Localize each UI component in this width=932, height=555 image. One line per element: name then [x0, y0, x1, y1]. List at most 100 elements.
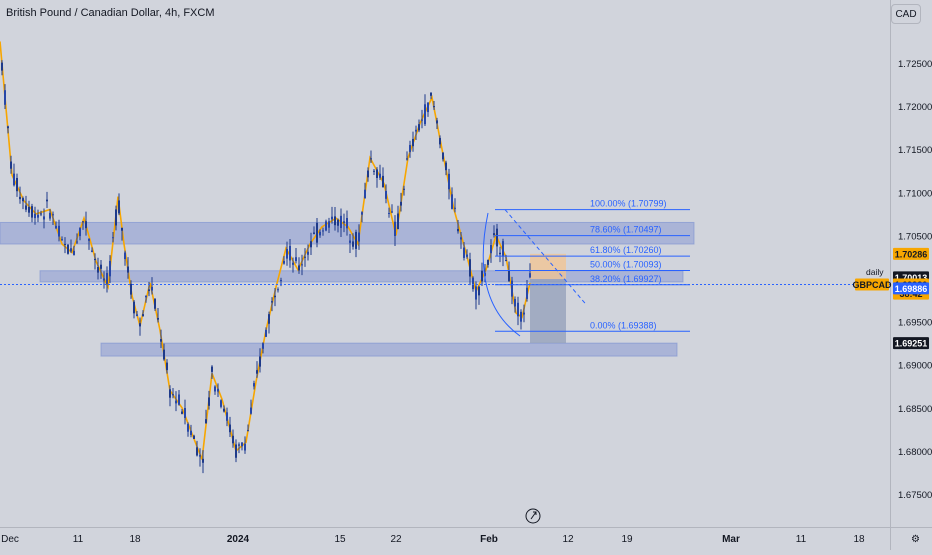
candle-body — [58, 225, 60, 237]
candle-body — [214, 386, 216, 392]
candle-body — [454, 207, 456, 209]
x-tick-label: 11 — [73, 534, 84, 545]
x-tick-label: 15 — [334, 534, 346, 545]
candle-body — [94, 258, 96, 261]
candle-body — [373, 170, 375, 172]
price-label-bg — [893, 337, 929, 350]
candle-body — [118, 200, 120, 214]
candle-body — [346, 218, 348, 229]
candle-body — [403, 188, 405, 190]
candle-body — [115, 209, 117, 226]
candle-body — [211, 366, 213, 372]
price-label: GBPCAD — [852, 280, 892, 290]
price-label-bg — [893, 282, 929, 295]
arc-drawing — [482, 212, 521, 337]
candle-body — [475, 286, 477, 300]
price-label-bg — [855, 278, 889, 291]
fib-level-label: 38.20% (1.69927) — [590, 274, 662, 284]
candle-body — [421, 119, 423, 121]
price-label-bg — [893, 247, 929, 260]
x-tick-label: Dec — [1, 534, 19, 545]
candle-body — [238, 444, 240, 446]
candle-body — [355, 231, 357, 249]
candle-body — [229, 424, 231, 433]
price-label: 1.69251 — [895, 339, 928, 349]
y-tick-label: 1.69500 — [898, 318, 932, 329]
candle-body — [166, 362, 168, 371]
candle-body — [88, 238, 90, 241]
candle-body — [76, 241, 78, 243]
candle-body — [358, 232, 360, 242]
candle-body — [91, 250, 93, 252]
candle-body — [196, 447, 198, 456]
y-tick-label: 1.71500 — [898, 145, 932, 156]
x-tick-label: 11 — [796, 534, 807, 545]
candle-body — [37, 214, 39, 218]
candle-body — [208, 397, 210, 406]
candle-body — [313, 232, 315, 234]
candle-body — [397, 213, 399, 230]
x-tick-label: 12 — [562, 534, 574, 545]
candle-body — [169, 389, 171, 398]
candle-body — [121, 227, 123, 231]
candle-body — [202, 458, 204, 463]
candle-body — [22, 198, 24, 202]
candle-body — [526, 287, 528, 299]
candle-body — [19, 196, 21, 200]
candle-body — [181, 411, 183, 414]
x-tick-label: 19 — [621, 534, 633, 545]
y-tick-label: 1.68500 — [898, 404, 932, 415]
candle-body — [343, 221, 345, 223]
candle-body — [322, 230, 324, 232]
candle-body — [61, 239, 63, 241]
candle-body — [34, 213, 36, 219]
x-tick-label: Mar — [722, 534, 740, 545]
price-label: 1.70286 — [895, 249, 928, 259]
candle-body — [409, 145, 411, 152]
currency-button[interactable]: CAD — [891, 4, 921, 24]
candle-body — [466, 254, 468, 257]
candle-body — [295, 257, 297, 262]
y-tick-label: 1.70500 — [898, 231, 932, 242]
candle-body — [265, 329, 267, 337]
candle-body — [334, 216, 336, 226]
candle-body — [310, 241, 312, 248]
candle-body — [427, 102, 429, 113]
candle-body — [424, 104, 426, 125]
candle-body — [256, 370, 258, 374]
price-label: 1.69886 — [895, 284, 928, 294]
candle-body — [325, 221, 327, 231]
candle-body — [235, 444, 237, 458]
candle-body — [361, 212, 363, 215]
candle-body — [259, 356, 261, 367]
candle-body — [145, 295, 147, 298]
candle-body — [370, 158, 372, 160]
candle-body — [406, 158, 408, 160]
candle-body — [40, 213, 42, 215]
y-tick-label: 1.68000 — [898, 447, 932, 458]
candle-body — [376, 169, 378, 178]
candle-body — [442, 152, 444, 160]
y-tick-label: 1.72500 — [898, 59, 932, 70]
candle-body — [205, 419, 207, 424]
candle-body — [316, 222, 318, 243]
candle-body — [511, 280, 513, 297]
candle-body — [1, 62, 3, 71]
candle-body — [496, 228, 498, 247]
candle-body — [253, 383, 255, 387]
arrow-icon — [530, 511, 537, 520]
x-tick-label: 22 — [390, 534, 402, 545]
candle-body — [100, 264, 102, 269]
candle-body — [226, 412, 228, 421]
candle-body — [433, 106, 435, 108]
candle-body — [436, 120, 438, 124]
candle-body — [379, 173, 381, 178]
candle-body — [469, 259, 471, 277]
candle-body — [400, 201, 402, 206]
candle-body — [292, 262, 294, 265]
candle-body — [331, 216, 333, 220]
candle-body — [457, 229, 459, 232]
candle-body — [430, 92, 432, 96]
